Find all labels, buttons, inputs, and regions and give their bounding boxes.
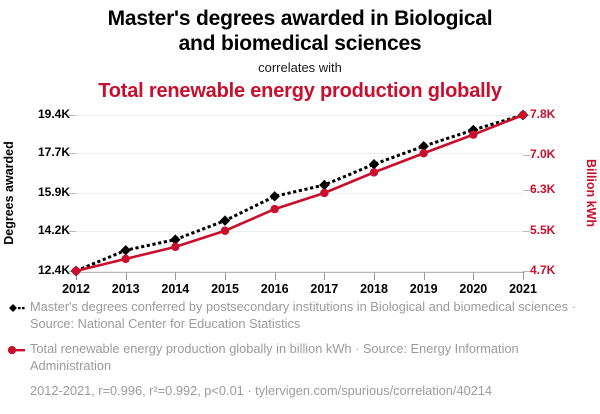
data-point-2017 xyxy=(319,179,330,191)
series-line-2 xyxy=(74,113,525,273)
legend-item-degrees: Master's degrees conferred by postsecond… xyxy=(0,298,600,332)
page-title: Master's degrees awarded in Biological a… xyxy=(0,6,600,56)
data-point-2018 xyxy=(368,159,380,170)
x-axis-tick-label: 2013 xyxy=(111,282,140,296)
data-point-2013 xyxy=(121,254,130,264)
data-point-2020 xyxy=(469,130,478,139)
page-subtitle: Total renewable energy production global… xyxy=(98,80,502,102)
y-axis-left-tick xyxy=(69,193,76,194)
data-point-2012 xyxy=(71,266,81,276)
y-axis-right-tick xyxy=(523,190,530,192)
x-axis-tick xyxy=(225,272,226,280)
data-point-2014 xyxy=(171,242,180,252)
x-axis-tick-label: 2016 xyxy=(260,282,289,296)
chart-header: Master's degrees awarded in Biological a… xyxy=(0,0,600,103)
chart-footnote: 2012-2021, r=0.996, r²=0.992, p<0.01 · t… xyxy=(0,382,600,399)
y-axis-right-tick xyxy=(523,271,530,272)
data-point-2016 xyxy=(270,204,279,214)
gridline xyxy=(76,115,523,116)
x-axis-tick xyxy=(175,272,177,280)
y-axis-left-tick-label: 12.4K xyxy=(37,263,70,277)
data-point-2018 xyxy=(369,168,379,177)
data-point-2013 xyxy=(120,245,131,256)
y-axis-left-tick xyxy=(69,152,76,154)
x-axis-tick xyxy=(473,272,475,280)
gridline xyxy=(76,271,523,272)
series-canvas xyxy=(70,109,529,277)
correlates-with-label: correlates with xyxy=(258,60,342,75)
x-axis-tick-label: 2021 xyxy=(509,282,537,296)
data-point-2014 xyxy=(170,234,181,245)
chart-plot-area: Degrees awarded Billion kWh 19.4K 17.7K 15… xyxy=(0,104,600,296)
y-axis-left-tick-label: 14.2K xyxy=(37,222,70,237)
x-axis-tick-label: 2020 xyxy=(459,282,488,296)
data-point-2019 xyxy=(418,141,429,152)
gridline xyxy=(76,152,523,154)
x-axis-tick-label: 2018 xyxy=(360,282,388,296)
y-axis-right-tick xyxy=(523,155,530,157)
x-axis-line xyxy=(76,272,525,273)
legend-item-degrees-label: Master's degrees conferred by postsecond… xyxy=(30,299,576,331)
gridline xyxy=(76,193,523,194)
x-axis-tick-label: 2014 xyxy=(161,282,190,296)
legend-item-renewable-label: Total renewable energy production global… xyxy=(30,341,519,373)
data-point-2017 xyxy=(320,188,329,198)
x-axis-tick-label: 2019 xyxy=(409,282,438,296)
title-line-1: Master's degrees awarded in Biological xyxy=(107,7,493,30)
y-axis-left-tick-label: 17.7K xyxy=(37,144,70,159)
y-axis-left-tick xyxy=(69,230,76,232)
chart-legend: Master's degrees conferred by postsecond… xyxy=(0,298,600,399)
y-axis-right-tick xyxy=(523,230,530,232)
series-line-1 xyxy=(75,113,524,273)
x-axis-tick-label: 2015 xyxy=(211,282,239,296)
y-axis-right-tick-label: 5.5K xyxy=(530,222,556,237)
line-series-svg xyxy=(70,109,529,277)
x-axis-tick xyxy=(76,272,77,280)
x-axis-tick xyxy=(374,272,375,280)
x-axis-tick xyxy=(125,272,127,280)
data-point-2019 xyxy=(419,149,428,158)
y-axis-right-tick-label: 7.8K xyxy=(530,107,556,121)
circle-solid-marker-icon xyxy=(2,343,26,355)
y-axis-left-tick-label: 15.9K xyxy=(37,185,70,199)
y-axis-left-tick xyxy=(69,115,76,116)
data-point-2021 xyxy=(518,110,528,120)
title-line-2: and biomedical sciences xyxy=(178,32,422,55)
y-axis-right-tick-label: 6.3K xyxy=(530,182,556,197)
gridline xyxy=(76,230,523,232)
y-axis-right-title: Billion kWh xyxy=(584,158,598,228)
x-axis-tick xyxy=(274,272,276,280)
data-point-2015 xyxy=(220,226,230,235)
data-point-2015 xyxy=(219,215,231,226)
x-axis-tick-label: 2017 xyxy=(310,282,339,296)
diamond-dotted-marker-icon xyxy=(2,301,26,313)
footnote-text: 2012-2021, r=0.996, r²=0.992, p<0.01 · t… xyxy=(30,383,493,398)
x-axis-tick xyxy=(523,272,524,280)
y-axis-left-tick-label: 19.4K xyxy=(37,107,70,121)
y-axis-right-tick-label: 4.7K xyxy=(530,263,556,277)
legend-item-renewable: Total renewable energy production global… xyxy=(0,340,600,374)
x-axis-tick-label: 2012 xyxy=(62,282,90,296)
x-axis-tick xyxy=(423,272,425,280)
x-axis-tick xyxy=(324,272,326,280)
y-axis-right-tick-label: 7.0K xyxy=(530,147,556,162)
data-point-2016 xyxy=(269,191,280,202)
